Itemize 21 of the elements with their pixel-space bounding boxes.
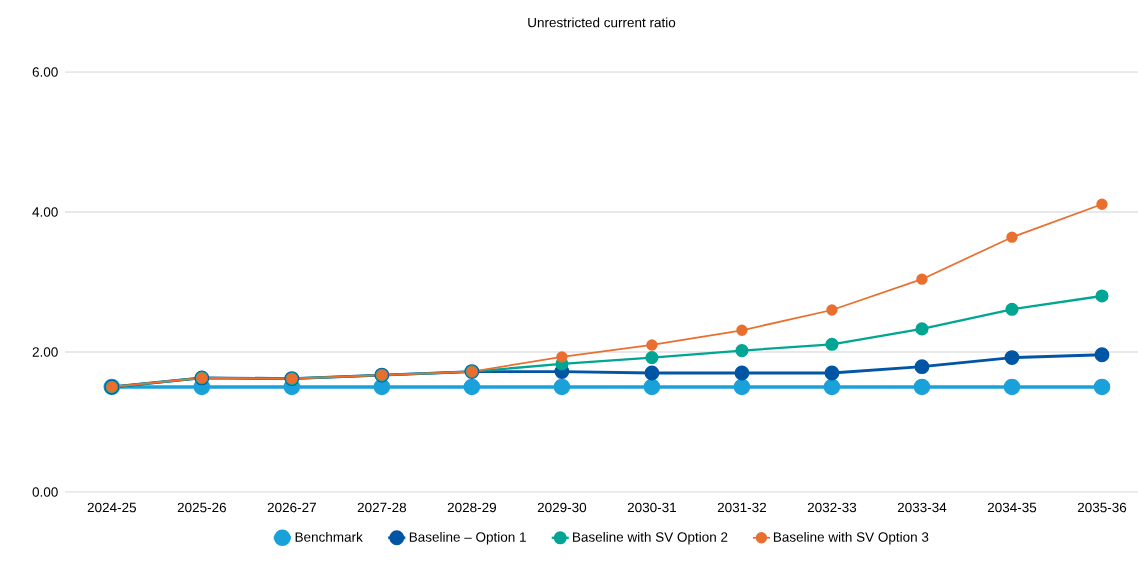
x-tick-label: 2027-28 (357, 502, 407, 513)
y-tick-label: 0.00 (32, 487, 58, 497)
legend-label: Baseline with SV Option 2 (573, 531, 728, 545)
y-tick-label: 4.00 (32, 207, 58, 217)
x-tick-label: 2029-30 (537, 502, 587, 513)
x-tick-label: 2024-25 (87, 502, 137, 513)
x-tick-label: 2033-34 (897, 502, 947, 513)
legend-label: Baseline – Option 1 (409, 531, 526, 545)
x-tick-label: 2028-29 (447, 502, 496, 513)
chart-title: Unrestricted current ratio (528, 17, 676, 28)
x-tick-label: 2035-36 (1077, 502, 1127, 513)
x-tick-label: 2030-31 (627, 502, 677, 513)
x-tick-label: 2034-35 (987, 502, 1037, 513)
legend-label: Benchmark (295, 531, 363, 542)
legend-label: Baseline with SV Option 3 (773, 531, 929, 545)
y-tick-label: 6.00 (32, 67, 58, 77)
x-tick-label: 2025-26 (177, 502, 226, 513)
x-tick-label: 2031-32 (717, 502, 767, 513)
x-tick-label: 2032-33 (807, 502, 857, 513)
x-tick-label: 2026-27 (267, 502, 316, 513)
y-tick-label: 2.00 (32, 347, 58, 357)
